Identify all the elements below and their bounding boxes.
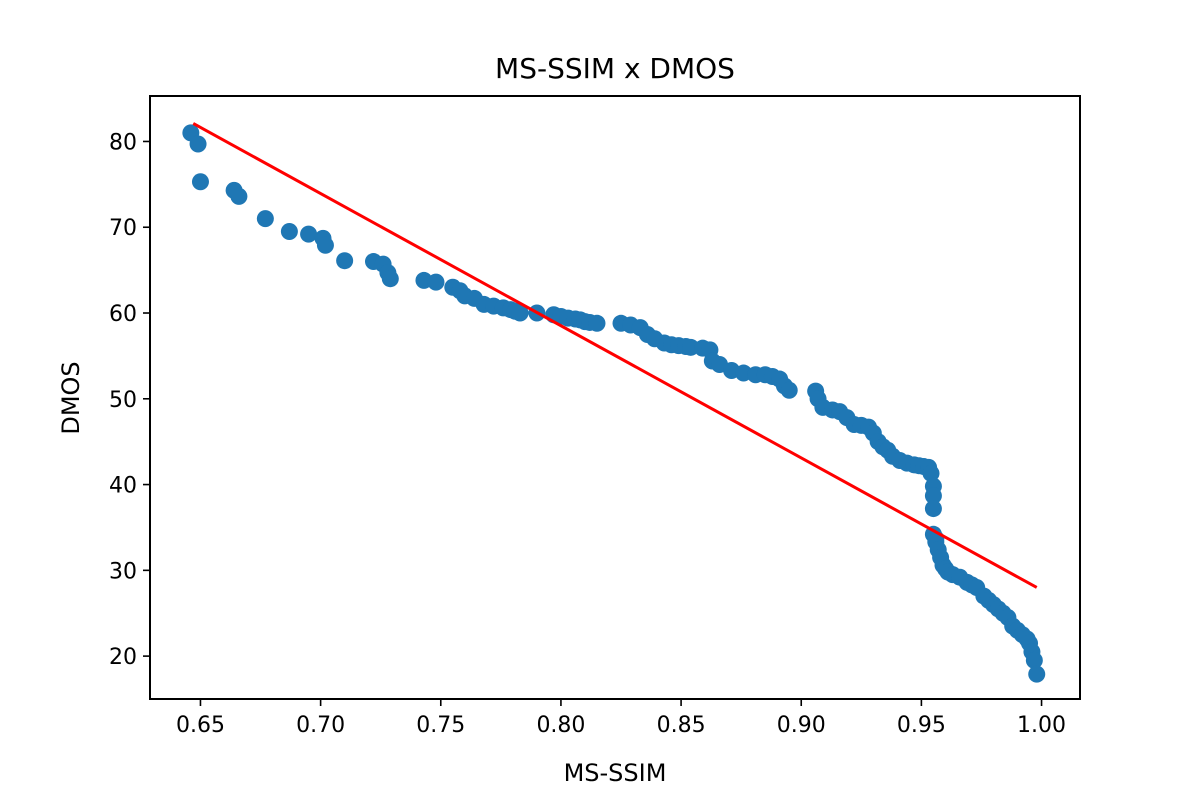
- data-point: [922, 464, 940, 482]
- x-tick-label: 0.85: [657, 713, 706, 738]
- data-point: [924, 500, 942, 518]
- x-tick-label: 0.90: [777, 713, 826, 738]
- y-tick-label: 50: [109, 388, 137, 413]
- x-tick-label: 0.95: [897, 713, 946, 738]
- x-tick-label: 0.75: [416, 713, 465, 738]
- y-tick-label: 20: [109, 645, 137, 670]
- x-tick-label: 0.80: [536, 713, 585, 738]
- data-point: [924, 487, 942, 505]
- data-point: [588, 314, 606, 332]
- x-axis-label: MS-SSIM: [564, 759, 667, 787]
- data-point: [256, 210, 274, 228]
- data-point: [1028, 665, 1046, 683]
- x-tick-label: 1.00: [1017, 713, 1066, 738]
- chart-title: MS-SSIM x DMOS: [495, 52, 735, 85]
- data-point: [300, 225, 318, 243]
- y-tick-label: 80: [109, 130, 137, 155]
- y-tick-label: 30: [109, 559, 137, 584]
- data-point: [780, 381, 798, 399]
- x-tick-label: 0.70: [296, 713, 345, 738]
- y-axis-label: DMOS: [57, 361, 85, 434]
- plot-frame: [149, 95, 1081, 700]
- y-tick-label: 40: [109, 474, 137, 499]
- data-point: [191, 173, 209, 191]
- data-point: [427, 273, 445, 291]
- data-point: [189, 135, 207, 153]
- data-point: [336, 252, 354, 270]
- fit-line: [192, 122, 1038, 589]
- data-point: [230, 187, 248, 205]
- data-point: [316, 236, 334, 254]
- data-point: [280, 223, 298, 241]
- axis-ticks: 0.65 0.70 0.75 0.80 0.85 0.90 0.95 1.00 20 30 40 50…: [109, 130, 1066, 738]
- y-tick-label: 60: [109, 302, 137, 327]
- data-point: [511, 304, 529, 322]
- x-tick-label: 0.65: [176, 713, 225, 738]
- data-point: [1025, 651, 1043, 669]
- y-tick-label: 70: [109, 216, 137, 241]
- data-point: [381, 270, 399, 288]
- plot-data: [182, 122, 1046, 683]
